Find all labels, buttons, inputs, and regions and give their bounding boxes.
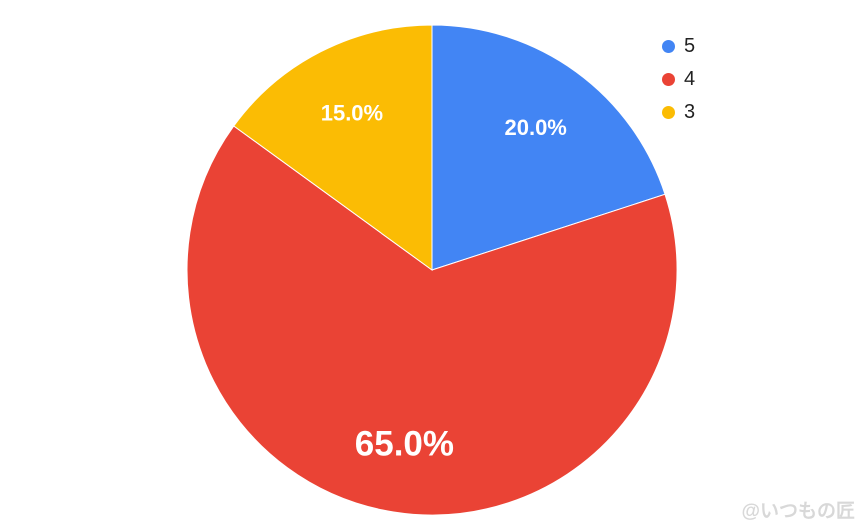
legend-item-4: 4 — [662, 63, 695, 96]
pie-slice-4 — [186, 125, 678, 516]
data-label-3: 15.0% — [321, 100, 383, 125]
legend-label: 3 — [684, 101, 696, 123]
legend: 5 4 3 — [662, 30, 695, 129]
legend-swatch — [662, 106, 675, 119]
pie-slice-5 — [431, 24, 666, 271]
legend-swatch — [662, 40, 675, 53]
data-label-4: 65.0% — [355, 425, 454, 464]
data-label-5: 20.0% — [504, 115, 566, 140]
legend-label: 4 — [684, 68, 696, 90]
legend-item-3: 3 — [662, 96, 695, 129]
legend-item-5: 5 — [662, 30, 695, 63]
watermark: @いつもの匠 — [741, 501, 855, 522]
legend-swatch — [662, 73, 675, 86]
legend-label: 5 — [684, 35, 696, 57]
pie-slice-3 — [233, 24, 433, 271]
